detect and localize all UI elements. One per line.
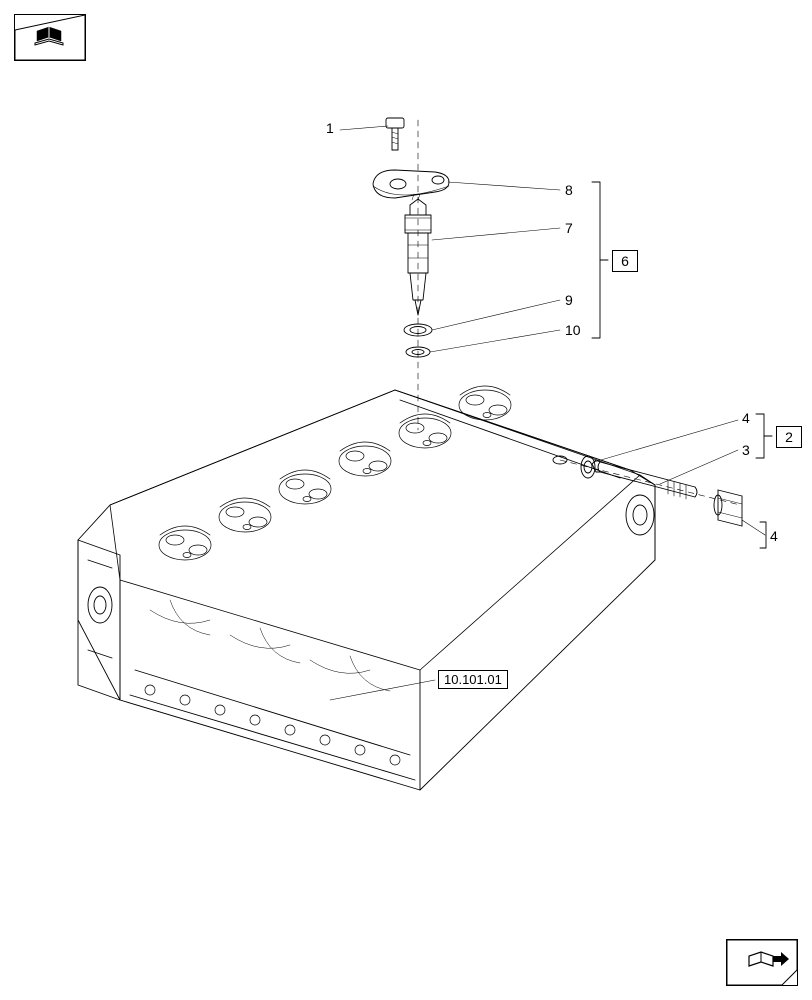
callout-6-box: 6 (612, 250, 638, 272)
callout-4a: 4 (742, 410, 750, 426)
callout-9: 9 (565, 292, 573, 308)
cylinder-head-drawing (78, 386, 655, 790)
callout-7: 7 (565, 220, 573, 236)
callout-4b: 4 (770, 528, 778, 544)
callout-1: 1 (326, 120, 334, 136)
callout-10: 10 (565, 322, 581, 338)
callout-2-box: 2 (776, 426, 802, 448)
nav-prev-tab[interactable] (14, 14, 86, 61)
injector-assembly-drawing (373, 118, 449, 357)
diagram-svg (0, 0, 812, 1000)
reference-box: 10.101.01 (438, 670, 508, 689)
callout-8: 8 (565, 182, 573, 198)
nav-next-tab[interactable] (726, 939, 798, 986)
connector-tube-drawing (581, 456, 742, 526)
callout-3: 3 (742, 442, 750, 458)
